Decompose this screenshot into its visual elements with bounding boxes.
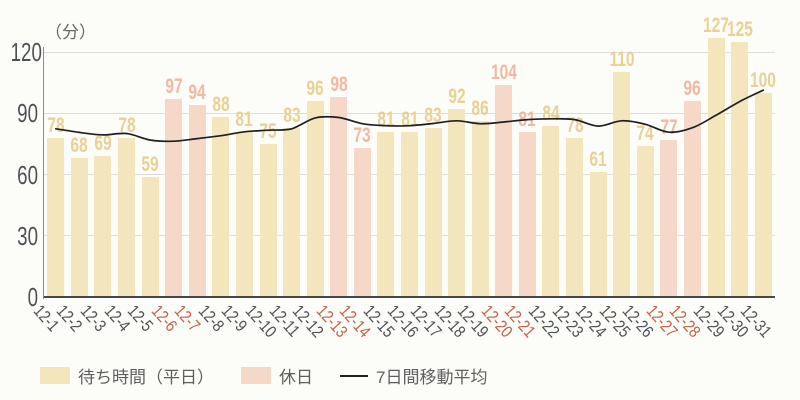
bar-value-12-29: 127 <box>703 13 730 37</box>
bar-12-10 <box>259 143 277 297</box>
bar-value-12-31: 100 <box>750 68 777 92</box>
legend-label-weekday: 待ち時間（平日） <box>78 368 214 387</box>
x-axis-tick-labels: 12-1 12-2 12-3 12-4 12-5 12-6 12-7 12-8 12-9 12-1… <box>29 300 789 358</box>
bar-value-12-1: 78 <box>47 113 65 137</box>
bar-value-12-16: 81 <box>400 107 419 131</box>
plot-area: 78 68 69 78 59 97 94 88 81 75 83 96 98 73 81 81 83 92 86 10… <box>44 15 776 298</box>
bar-12-8 <box>212 117 230 297</box>
bar-12-16 <box>401 131 418 297</box>
bar-12-21 <box>518 131 536 297</box>
bar-12-2 <box>70 158 88 297</box>
bar-value-12-26: 74 <box>636 121 654 145</box>
bar-value-12-11: 83 <box>282 103 301 127</box>
legend-label-holiday: 休日 <box>279 368 313 387</box>
gridline-120 <box>44 51 775 53</box>
bar-value-12-18: 92 <box>448 85 466 109</box>
bar-value-12-8: 88 <box>212 93 230 117</box>
bar-12-24 <box>589 172 607 297</box>
bar-12-19 <box>471 121 489 297</box>
bar-12-6 <box>165 98 183 297</box>
y-axis-line <box>43 47 44 299</box>
bar-value-12-12: 96 <box>306 77 324 100</box>
bar-12-29 <box>707 37 725 297</box>
bar-12-31 <box>754 92 772 297</box>
bar-value-12-17: 83 <box>424 103 442 127</box>
bar-value-12-24: 61 <box>589 148 607 172</box>
y-axis-tick-0: 0 <box>27 282 38 312</box>
bar-12-27 <box>660 139 678 297</box>
bar-12-18 <box>448 109 466 297</box>
bar-value-12-13: 98 <box>330 72 348 96</box>
bar-value-12-7: 94 <box>188 81 206 105</box>
moving-average-svg <box>54 89 765 143</box>
legend-item-weekday: 待ち時間（平日） <box>40 363 214 388</box>
bar-value-12-3: 69 <box>94 132 112 156</box>
bar-12-14 <box>353 147 371 297</box>
bar-12-23 <box>566 137 584 297</box>
bar-value-12-20: 104 <box>490 60 517 84</box>
y-axis-tick-60: 60 <box>17 159 38 190</box>
bar-value-12-5: 59 <box>141 152 159 176</box>
x-axis-line <box>44 296 775 298</box>
moving-average-line <box>54 89 765 143</box>
bar-value-12-10: 75 <box>259 119 277 143</box>
bar-value-12-19: 86 <box>471 97 489 121</box>
bar-value-12-14: 73 <box>353 123 371 147</box>
bar-12-13 <box>330 96 348 297</box>
bar-12-25 <box>613 72 631 297</box>
y-axis-unit-label: （分） <box>45 23 96 42</box>
bar-12-11 <box>283 127 301 297</box>
gridline-90 <box>44 112 775 114</box>
bar-value-12-30: 125 <box>726 17 753 41</box>
bar-12-7 <box>188 105 206 297</box>
y-axis-tick-30: 30 <box>17 220 38 251</box>
bar-12-17 <box>424 127 442 297</box>
bar-12-22 <box>542 125 560 297</box>
bar-12-28 <box>683 101 701 297</box>
bar-12-30 <box>731 41 749 297</box>
bar-12-20 <box>495 84 513 297</box>
legend-swatch-weekday <box>40 367 70 384</box>
bar-value-12-6: 97 <box>165 74 183 98</box>
bar-12-4 <box>118 137 136 297</box>
legend-label-moving-average: 7日間移動平均 <box>376 368 488 387</box>
bar-value-12-25: 110 <box>609 48 635 72</box>
legend: 待ち時間（平日） 休日 7日間移動平均 <box>40 363 487 388</box>
bar-12-1 <box>47 137 65 297</box>
bar-value-12-4: 78 <box>117 113 136 137</box>
legend-line-swatch <box>340 374 368 377</box>
legend-item-holiday: 休日 <box>241 363 313 388</box>
bar-12-15 <box>377 131 395 297</box>
legend-swatch-holiday <box>241 367 271 384</box>
bar-12-26 <box>636 145 654 297</box>
legend-item-moving-average: 7日間移動平均 <box>340 363 487 388</box>
bar-12-5 <box>141 176 159 297</box>
bar-value-12-15: 81 <box>377 107 395 131</box>
bar-12-9 <box>235 131 253 297</box>
bar-12-3 <box>94 156 112 297</box>
y-axis-tick-90: 90 <box>17 98 38 129</box>
bar-value-12-9: 81 <box>235 107 254 131</box>
y-axis-tick-120: 120 <box>10 37 42 67</box>
bar-12-12 <box>306 101 324 297</box>
bar-value-12-28: 96 <box>683 77 702 100</box>
bar-value-12-2: 68 <box>70 134 88 158</box>
